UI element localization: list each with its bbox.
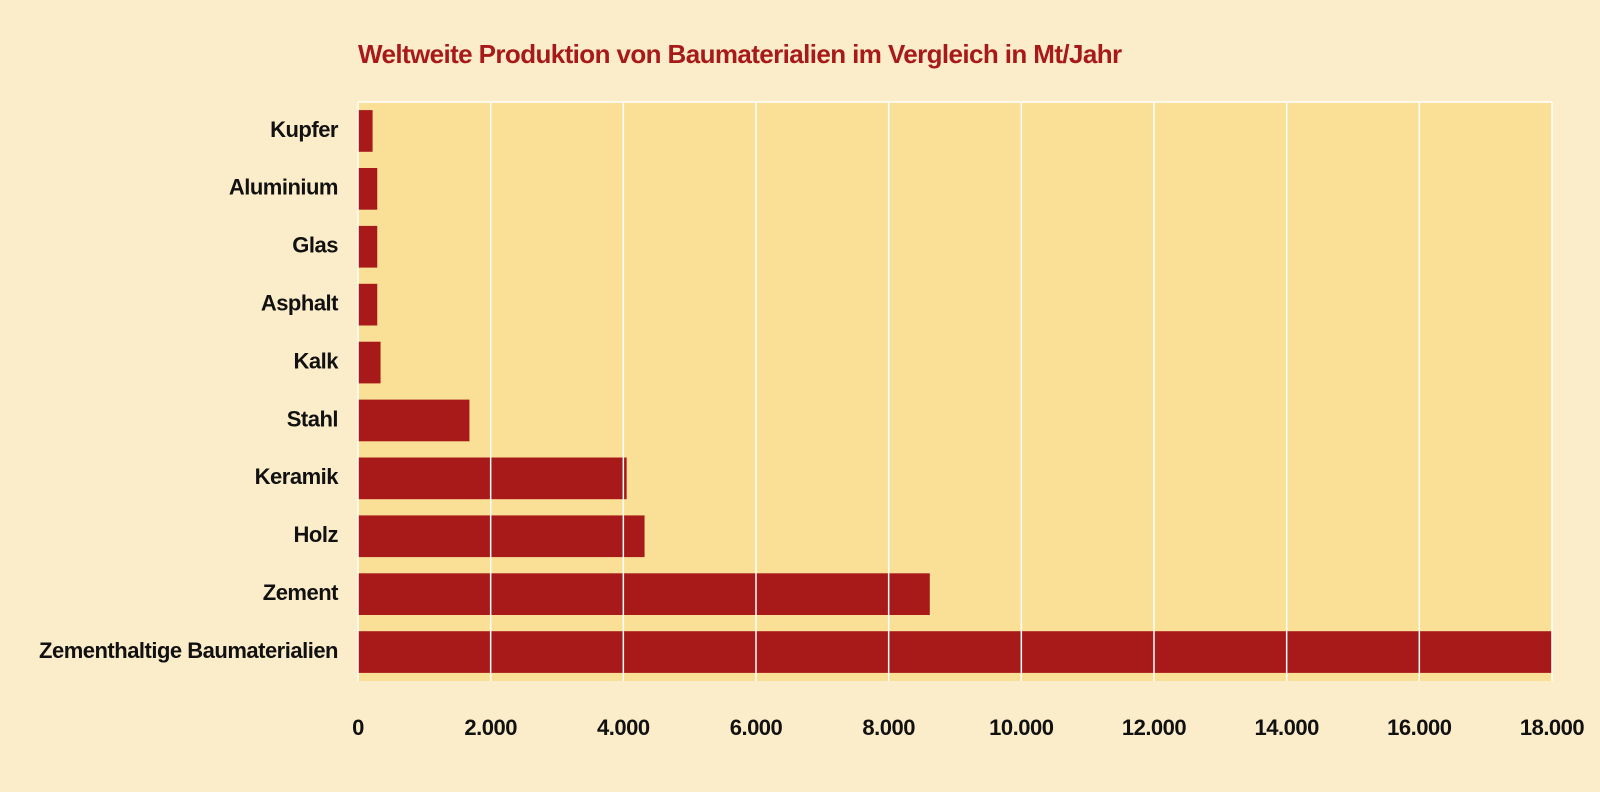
bar <box>358 168 378 210</box>
bar <box>358 225 378 268</box>
x-tick-label: 4.000 <box>597 715 650 740</box>
x-tick-label: 16.000 <box>1387 715 1452 740</box>
y-tick-label: Zement <box>263 580 339 605</box>
bar <box>358 573 930 615</box>
y-tick-label: Kalk <box>294 348 340 373</box>
x-tick-label: 2.000 <box>464 715 517 740</box>
x-tick-label: 6.000 <box>730 715 783 740</box>
y-tick-label: Asphalt <box>261 290 339 315</box>
chart-title: Weltweite Produktion von Baumaterialien … <box>358 39 1122 69</box>
x-tick-label: 10.000 <box>989 715 1054 740</box>
y-tick-label: Glas <box>292 233 338 258</box>
x-tick-label: 14.000 <box>1255 715 1320 740</box>
bar <box>358 283 378 326</box>
bar <box>358 631 1552 673</box>
y-tick-label: Zementhaltige Baumaterialien <box>39 638 338 663</box>
x-tick-label: 18.000 <box>1520 715 1585 740</box>
y-tick-label: Keramik <box>255 464 340 489</box>
y-tick-label: Aluminium <box>229 175 338 200</box>
y-tick-label: Holz <box>294 522 339 547</box>
y-tick-label: Stahl <box>287 406 338 431</box>
bar <box>358 399 470 442</box>
bar <box>358 341 381 384</box>
bar <box>358 457 627 500</box>
y-tick-label: Kupfer <box>270 117 339 142</box>
x-tick-label: 0 <box>352 715 364 740</box>
bar <box>358 515 645 558</box>
x-tick-label: 8.000 <box>862 715 915 740</box>
bar <box>358 110 373 152</box>
x-tick-label: 12.000 <box>1122 715 1187 740</box>
